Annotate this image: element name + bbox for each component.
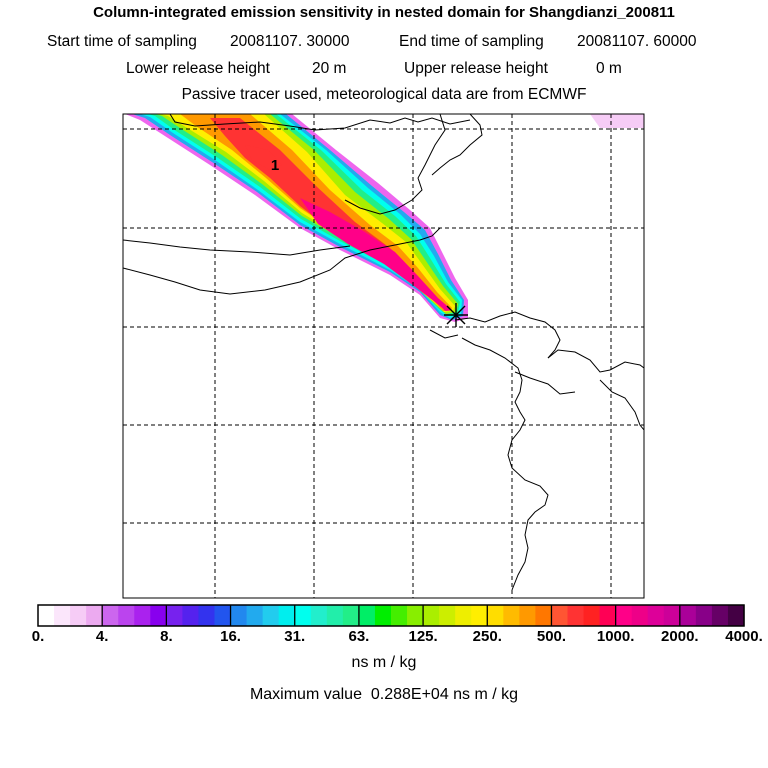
station-marker <box>444 303 468 327</box>
colorbar-cell <box>150 605 167 626</box>
colorbar-cell <box>647 605 665 626</box>
colorbar-cell <box>551 605 569 626</box>
colorbar-tick-label: 2000. <box>661 628 699 645</box>
end-time-label: End time of sampling <box>399 33 544 50</box>
colorbar-cell <box>54 605 71 626</box>
lower-release-label: Lower release height <box>126 60 270 77</box>
colorbar-tick-label: 1000. <box>596 628 635 645</box>
colorbar-tick-label: 8. <box>160 628 173 645</box>
colorbar-cell <box>487 605 504 626</box>
coastlines <box>123 114 644 591</box>
colorbar-cell <box>294 605 312 626</box>
colorbar-tick-label: 4. <box>95 628 109 645</box>
upper-release-label: Upper release height <box>404 60 548 77</box>
colorbar-cell <box>86 605 103 626</box>
colorbar-cell <box>262 605 280 626</box>
colorbar-tick-label: 500. <box>536 628 567 645</box>
colorbar-cell <box>631 605 649 626</box>
colorbar-cell <box>391 605 408 626</box>
colorbar-cell <box>615 605 633 626</box>
upper-release-value: 0 m <box>596 60 622 77</box>
tracer-note: Passive tracer used, meteorological data… <box>181 86 587 103</box>
colorbar-cell <box>439 605 456 626</box>
colorbar-cell <box>423 605 440 626</box>
colorbar-cell <box>471 605 488 626</box>
maximum-value-label: Maximum value <box>249 686 362 703</box>
colorbar-cell <box>695 605 713 626</box>
colorbar-tick-label: 16. <box>220 628 241 645</box>
colorbar-tick-label: 63. <box>348 628 370 645</box>
colorbar-cell <box>711 605 729 626</box>
colorbar-cell <box>134 605 151 626</box>
colorbar-tick-label: 250. <box>472 628 502 645</box>
colorbar-cell <box>663 605 681 626</box>
colorbar-cell <box>230 605 248 626</box>
plot-title: Column-integrated emission sensitivity i… <box>93 4 675 21</box>
colorbar-cell <box>214 605 232 626</box>
map-grid <box>123 114 644 598</box>
colorbar <box>37 604 745 627</box>
colorbar-cell <box>102 605 119 626</box>
colorbar-cell <box>567 605 585 626</box>
colorbar-tick-label: 0. <box>31 628 45 645</box>
colorbar-cell <box>519 605 537 626</box>
colorbar-cell <box>118 605 135 626</box>
colorbar-cell <box>38 605 55 626</box>
colorbar-cell <box>70 605 87 626</box>
colorbar-cell <box>455 605 472 626</box>
lower-release-value: 20 m <box>312 60 347 77</box>
colorbar-cell <box>583 605 601 626</box>
colorbar-cell <box>727 605 745 626</box>
maximum-value: Maximum value 0.288E+04 ns m / kg <box>0 686 768 704</box>
plume-day-marker: 1 <box>271 157 279 174</box>
maximum-value-number: 0.288E+04 ns m / kg <box>370 686 519 703</box>
colorbar-cell <box>679 605 697 626</box>
colorbar-cell <box>182 605 200 626</box>
colorbar-cell <box>166 605 184 626</box>
end-time-value: 20081107. 60000 <box>577 33 697 50</box>
colorbar-cell <box>503 605 520 626</box>
colorbar-cell <box>407 605 424 626</box>
colorbar-tick-label: 31. <box>284 628 306 645</box>
colorbar-units: ns m / kg <box>351 654 417 671</box>
colorbar-cell <box>358 605 376 626</box>
colorbar-cell <box>326 605 344 626</box>
colorbar-cell <box>198 605 216 626</box>
colorbar-cell <box>599 605 617 626</box>
colorbar-cell <box>246 605 264 626</box>
start-time-label: Start time of sampling <box>47 33 197 50</box>
colorbar-cell <box>374 605 392 626</box>
colorbar-cell <box>278 605 296 626</box>
colorbar-tick-label: 4000. <box>725 628 763 645</box>
colorbar-cell <box>535 605 553 626</box>
colorbar-tick-label: 125. <box>408 628 438 645</box>
start-time-value: 20081107. 30000 <box>230 33 350 50</box>
colorbar-cell <box>310 605 328 626</box>
colorbar-cell <box>342 605 360 626</box>
map-frame <box>122 113 645 599</box>
